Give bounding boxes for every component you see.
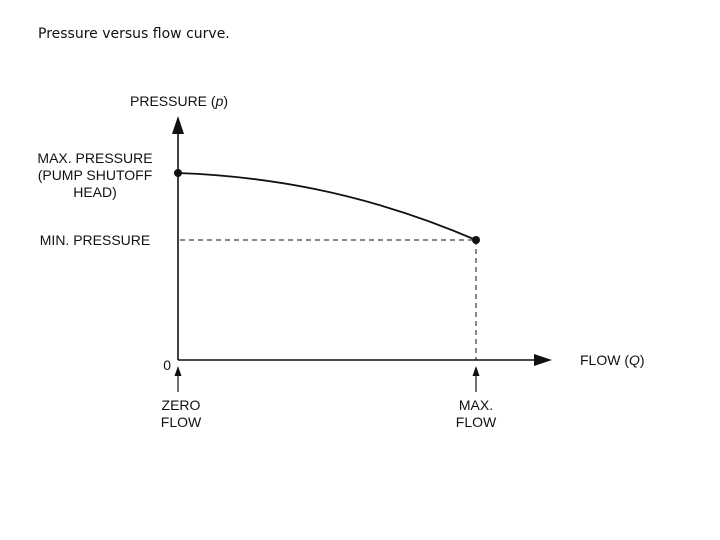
- max-flow-label-line2: FLOW: [456, 414, 497, 430]
- x-axis-label: FLOW (Q): [580, 352, 645, 368]
- zero-flow-label-line1: ZERO: [162, 397, 201, 413]
- zero-flow-pointer-arrowhead: [174, 366, 182, 376]
- max-flow-pointer-arrowhead: [472, 366, 480, 376]
- slide-title: Pressure versus flow curve.: [38, 26, 230, 42]
- max-pressure-label-line3: HEAD): [73, 184, 117, 200]
- y-axis-arrowhead: [172, 116, 184, 134]
- max-pressure-label-line2: (PUMP SHUTOFF: [38, 167, 153, 183]
- origin-label: 0: [163, 357, 171, 373]
- max-flow-label-line1: MAX.: [459, 397, 493, 413]
- max-pressure-point: [174, 169, 182, 177]
- x-axis-arrowhead: [534, 354, 552, 366]
- max-pressure-label-line1: MAX. PRESSURE: [37, 150, 152, 166]
- zero-flow-label-line2: FLOW: [161, 414, 202, 430]
- pressure-flow-curve: [177, 172, 477, 241]
- min-pressure-label: MIN. PRESSURE: [40, 232, 150, 248]
- y-axis-label: PRESSURE (p): [130, 93, 228, 109]
